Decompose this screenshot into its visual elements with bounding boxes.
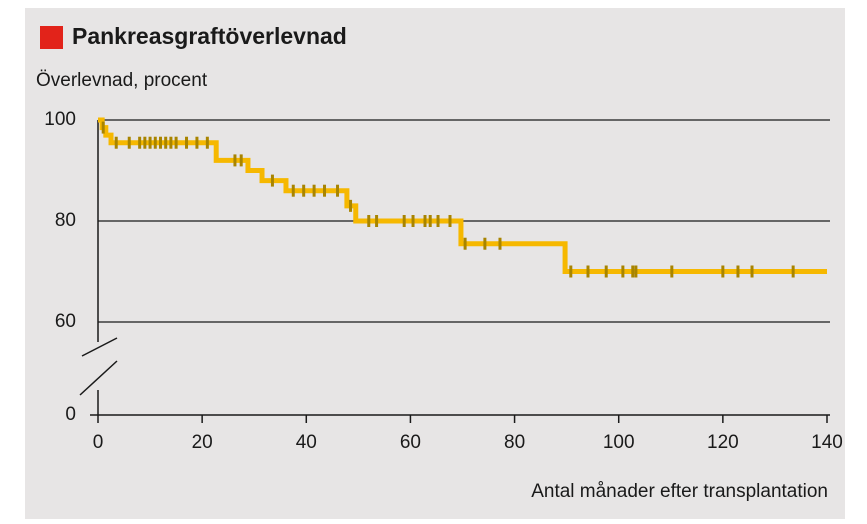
x-tick-label: 0 xyxy=(93,432,104,453)
x-tick-label: 140 xyxy=(811,432,843,453)
y-tick-label: 60 xyxy=(55,311,76,332)
censor-mark xyxy=(463,237,467,250)
censor-mark xyxy=(323,184,327,197)
censor-mark xyxy=(631,265,635,278)
censor-mark xyxy=(498,237,502,250)
censor-mark xyxy=(101,121,105,134)
axis-break xyxy=(79,360,118,396)
y-axis-label: Överlevnad, procent xyxy=(36,70,208,91)
censor-mark xyxy=(448,215,452,227)
censor-mark xyxy=(736,265,740,278)
censor-mark xyxy=(604,265,608,278)
censor-mark xyxy=(291,184,295,197)
censor-mark xyxy=(127,136,131,149)
chart-title: Pankreasgraftöverlevnad xyxy=(72,23,347,49)
censor-mark xyxy=(185,136,189,149)
x-tick-label: 60 xyxy=(400,432,421,453)
censor-mark xyxy=(164,136,168,149)
censor-mark xyxy=(634,265,638,278)
censor-mark xyxy=(411,215,415,227)
censor-mark xyxy=(148,136,152,149)
censor-mark xyxy=(791,265,795,278)
axis-break xyxy=(81,337,118,357)
panel xyxy=(25,8,845,519)
censor-mark xyxy=(721,265,725,278)
censor-mark xyxy=(174,136,178,149)
censor-mark xyxy=(153,136,157,149)
censor-mark xyxy=(375,215,379,227)
censor-mark xyxy=(169,136,173,149)
censor-mark xyxy=(270,174,274,187)
censor-mark xyxy=(621,265,625,278)
x-tick-label: 100 xyxy=(603,432,635,453)
censor-mark xyxy=(349,199,353,212)
y-tick-label: 80 xyxy=(55,210,76,231)
title-marker xyxy=(40,26,63,49)
censor-mark xyxy=(483,237,487,250)
censor-mark xyxy=(423,215,427,227)
censor-mark xyxy=(750,265,754,278)
censor-mark xyxy=(158,136,162,149)
censor-mark xyxy=(195,136,199,149)
x-tick-label: 20 xyxy=(192,432,213,453)
y-tick-label: 0 xyxy=(65,404,76,425)
censor-mark xyxy=(205,136,209,149)
censor-mark xyxy=(312,184,316,197)
censor-mark xyxy=(367,215,371,227)
censor-mark xyxy=(569,265,573,278)
censor-mark xyxy=(436,215,440,227)
censor-mark xyxy=(670,265,674,278)
y-tick-label: 100 xyxy=(44,109,76,130)
survival-curve xyxy=(98,117,827,274)
censor-mark xyxy=(114,136,118,149)
censor-mark xyxy=(402,215,406,227)
x-tick-label: 40 xyxy=(296,432,317,453)
censor-mark xyxy=(428,215,432,227)
x-axis-label: Antal månader efter transplantation xyxy=(531,481,828,502)
censor-mark xyxy=(239,154,243,167)
x-tick-label: 80 xyxy=(504,432,525,453)
censor-mark xyxy=(336,184,340,197)
censor-mark xyxy=(143,136,147,149)
censor-mark xyxy=(138,136,142,149)
x-tick-label: 120 xyxy=(707,432,739,453)
censor-mark xyxy=(586,265,590,278)
censor-mark xyxy=(233,154,237,167)
censor-mark xyxy=(302,184,306,197)
